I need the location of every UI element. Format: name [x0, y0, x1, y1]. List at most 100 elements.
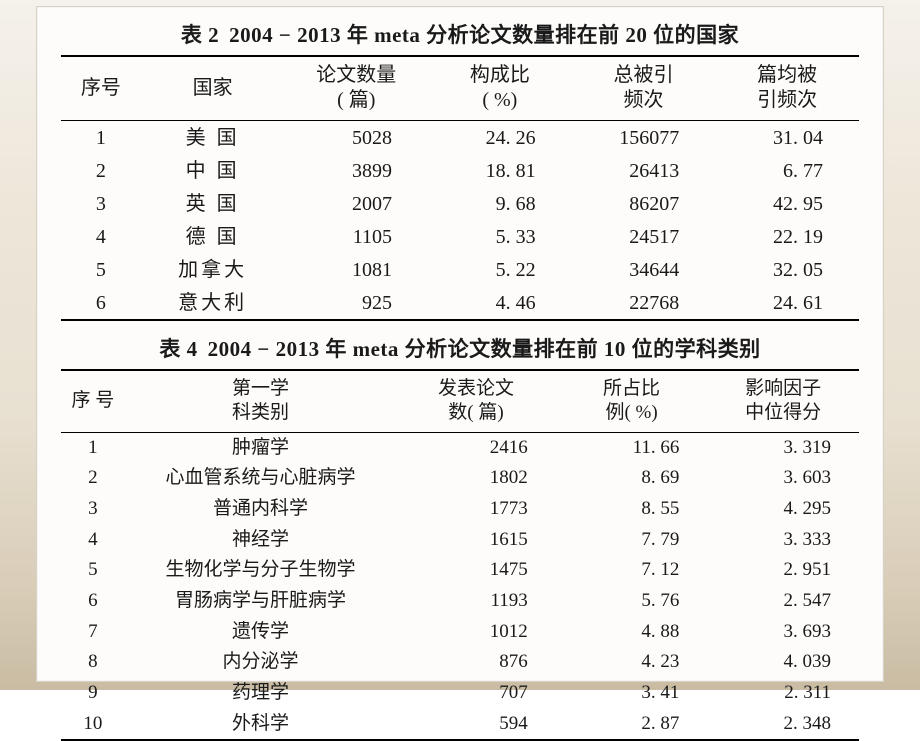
cell-subject: 神经学 — [125, 525, 396, 556]
cell-count: 3899 — [284, 154, 428, 187]
cell-count: 1802 — [396, 463, 556, 494]
th-subject: 第一学 科类别 — [125, 370, 396, 432]
cell-if: 2. 348 — [707, 709, 859, 741]
cell-if: 3. 319 — [707, 432, 859, 463]
cell-ratio: 3. 41 — [556, 678, 708, 709]
table4-title: 表 42004 − 2013 年 meta 分析论文数量排在前 10 位的学科类… — [61, 333, 859, 363]
th-country: 国家 — [141, 56, 285, 121]
cell-count: 1193 — [396, 586, 556, 617]
cell-subject: 外科学 — [125, 709, 396, 741]
cell-ratio: 5. 22 — [428, 253, 572, 286]
th-seq: 序号 — [61, 56, 141, 121]
cell-cites: 86207 — [572, 187, 716, 220]
table-row: 4神经学16157. 793. 333 — [61, 525, 859, 556]
cell-count: 707 — [396, 678, 556, 709]
table2-title-prefix: 表 2 — [181, 23, 219, 47]
cell-cites: 24517 — [572, 220, 716, 253]
cell-count: 1012 — [396, 617, 556, 648]
cell-seq: 1 — [61, 432, 125, 463]
table-row: 9药理学7073. 412. 311 — [61, 678, 859, 709]
table-row: 2中 国389918. 81264136. 77 — [61, 154, 859, 187]
cell-seq: 2 — [61, 463, 125, 494]
cell-avg: 6. 77 — [715, 154, 859, 187]
cell-if: 4. 039 — [707, 647, 859, 678]
cell-country: 美 国 — [141, 121, 285, 155]
cell-avg: 42. 95 — [715, 187, 859, 220]
cell-ratio: 11. 66 — [556, 432, 708, 463]
cell-avg: 22. 19 — [715, 220, 859, 253]
table-row: 5加拿大10815. 223464432. 05 — [61, 253, 859, 286]
cell-subject: 遗传学 — [125, 617, 396, 648]
cell-cites: 26413 — [572, 154, 716, 187]
table-row: 10外科学5942. 872. 348 — [61, 709, 859, 741]
cell-subject: 内分泌学 — [125, 647, 396, 678]
table-row: 7遗传学10124. 883. 693 — [61, 617, 859, 648]
table2-title-text: 2004 − 2013 年 meta 分析论文数量排在前 20 位的国家 — [229, 23, 739, 47]
cell-avg: 32. 05 — [715, 253, 859, 286]
table2: 序号 国家 论文数量 ( 篇) 构成比 ( %) 总被引 频次 篇均被 引频次 — [61, 55, 859, 321]
table-row: 3英 国20079. 688620742. 95 — [61, 187, 859, 220]
cell-seq: 4 — [61, 220, 141, 253]
cell-seq: 5 — [61, 253, 141, 286]
cell-country: 中 国 — [141, 154, 285, 187]
cell-count: 594 — [396, 709, 556, 741]
cell-subject: 肿瘤学 — [125, 432, 396, 463]
table-row: 2心血管系统与心脏病学18028. 693. 603 — [61, 463, 859, 494]
table-row: 3普通内科学17738. 554. 295 — [61, 494, 859, 525]
th-count: 论文数量 ( 篇) — [284, 56, 428, 121]
th-ratio: 所占比 例( %) — [556, 370, 708, 432]
cell-ratio: 5. 76 — [556, 586, 708, 617]
table-row: 8内分泌学8764. 234. 039 — [61, 647, 859, 678]
table-row: 1肿瘤学241611. 663. 319 — [61, 432, 859, 463]
cell-seq: 2 — [61, 154, 141, 187]
cell-cites: 34644 — [572, 253, 716, 286]
cell-ratio: 8. 69 — [556, 463, 708, 494]
cell-count: 2007 — [284, 187, 428, 220]
cell-if: 4. 295 — [707, 494, 859, 525]
th-count: 发表论文 数( 篇) — [396, 370, 556, 432]
cell-ratio: 2. 87 — [556, 709, 708, 741]
th-ratio: 构成比 ( %) — [428, 56, 572, 121]
cell-if: 3. 603 — [707, 463, 859, 494]
cell-ratio: 18. 81 — [428, 154, 572, 187]
cell-ratio: 5. 33 — [428, 220, 572, 253]
cell-seq: 10 — [61, 709, 125, 741]
cell-count: 1475 — [396, 555, 556, 586]
cell-seq: 9 — [61, 678, 125, 709]
cell-ratio: 8. 55 — [556, 494, 708, 525]
cell-subject: 药理学 — [125, 678, 396, 709]
cell-count: 925 — [284, 286, 428, 320]
cell-ratio: 4. 88 — [556, 617, 708, 648]
cell-count: 5028 — [284, 121, 428, 155]
cell-country: 德 国 — [141, 220, 285, 253]
cell-count: 1105 — [284, 220, 428, 253]
cell-seq: 7 — [61, 617, 125, 648]
cell-avg: 24. 61 — [715, 286, 859, 320]
cell-seq: 5 — [61, 555, 125, 586]
cell-count: 1615 — [396, 525, 556, 556]
cell-subject: 心血管系统与心脏病学 — [125, 463, 396, 494]
th-avg: 篇均被 引频次 — [715, 56, 859, 121]
table-row: 4德 国11055. 332451722. 19 — [61, 220, 859, 253]
cell-seq: 3 — [61, 187, 141, 220]
cell-avg: 31. 04 — [715, 121, 859, 155]
cell-seq: 6 — [61, 586, 125, 617]
table-row: 6胃肠病学与肝脏病学11935. 762. 547 — [61, 586, 859, 617]
cell-count: 2416 — [396, 432, 556, 463]
cell-seq: 4 — [61, 525, 125, 556]
table4-title-text: 2004 − 2013 年 meta 分析论文数量排在前 10 位的学科类别 — [208, 337, 761, 361]
cell-seq: 1 — [61, 121, 141, 155]
cell-seq: 6 — [61, 286, 141, 320]
cell-if: 2. 951 — [707, 555, 859, 586]
cell-ratio: 9. 68 — [428, 187, 572, 220]
cell-seq: 8 — [61, 647, 125, 678]
table2-title: 表 2 2004 − 2013 年 meta 分析论文数量排在前 20 位的国家 — [61, 19, 859, 49]
table2-header-row: 序号 国家 论文数量 ( 篇) 构成比 ( %) 总被引 频次 篇均被 引频次 — [61, 56, 859, 121]
cell-if: 3. 333 — [707, 525, 859, 556]
cell-if: 2. 311 — [707, 678, 859, 709]
cell-if: 3. 693 — [707, 617, 859, 648]
cell-count: 1773 — [396, 494, 556, 525]
table-row: 6意大利9254. 462276824. 61 — [61, 286, 859, 320]
table4-header-row: 序 号 第一学 科类别 发表论文 数( 篇) 所占比 例( %) 影响因子 — [61, 370, 859, 432]
cell-ratio: 7. 79 — [556, 525, 708, 556]
